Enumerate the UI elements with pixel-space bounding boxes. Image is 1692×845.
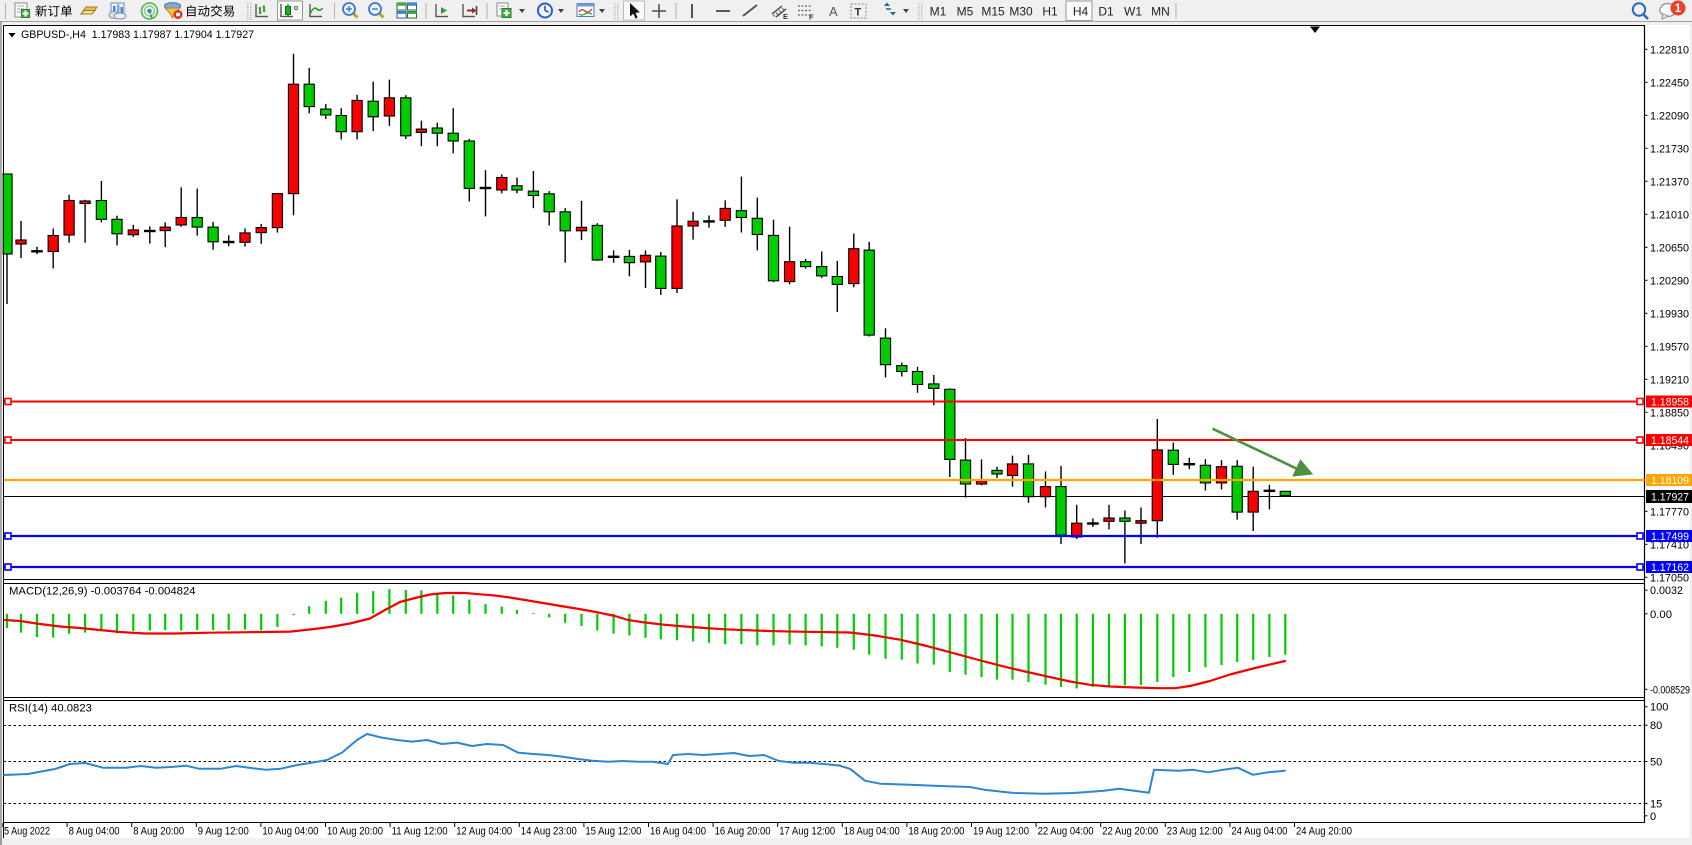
svg-text:1.19210: 1.19210	[1650, 374, 1689, 386]
svg-text:1.19930: 1.19930	[1650, 308, 1689, 320]
svg-text:16 Aug 04:00: 16 Aug 04:00	[650, 826, 706, 838]
svg-text:1.17410: 1.17410	[1650, 539, 1689, 551]
svg-text:M5: M5	[957, 4, 974, 18]
svg-text:F: F	[809, 13, 814, 22]
svg-text:22 Aug 04:00: 22 Aug 04:00	[1038, 826, 1094, 838]
svg-text:T: T	[855, 7, 862, 19]
svg-text:15 Aug 12:00: 15 Aug 12:00	[585, 826, 641, 838]
svg-text:D1: D1	[1098, 4, 1114, 18]
svg-text:14 Aug 23:00: 14 Aug 23:00	[521, 826, 577, 838]
svg-text:1.17162: 1.17162	[1651, 562, 1689, 574]
svg-text:1.18544: 1.18544	[1651, 435, 1689, 447]
svg-text:1.17499: 1.17499	[1651, 531, 1689, 543]
svg-text:12 Aug 04:00: 12 Aug 04:00	[456, 826, 512, 838]
svg-text:1: 1	[1675, 3, 1682, 15]
svg-text:22 Aug 20:00: 22 Aug 20:00	[1102, 826, 1158, 838]
svg-text:MN: MN	[1151, 4, 1170, 18]
svg-text:H1: H1	[1042, 4, 1058, 18]
svg-text:9 Aug 12:00: 9 Aug 12:00	[198, 826, 249, 838]
svg-text:0.00: 0.00	[1650, 609, 1672, 621]
svg-text:24 Aug 04:00: 24 Aug 04:00	[1231, 826, 1287, 838]
svg-text:80: 80	[1650, 720, 1662, 732]
svg-text:11 Aug 12:00: 11 Aug 12:00	[392, 826, 448, 838]
svg-text:1.19570: 1.19570	[1650, 341, 1689, 353]
svg-text:18 Aug 04:00: 18 Aug 04:00	[844, 826, 900, 838]
svg-text:23 Aug 12:00: 23 Aug 12:00	[1167, 826, 1223, 838]
svg-text:16 Aug 20:00: 16 Aug 20:00	[715, 826, 771, 838]
svg-text:1.22450: 1.22450	[1650, 77, 1689, 89]
svg-text:M30: M30	[1009, 4, 1033, 18]
svg-text:19 Aug 12:00: 19 Aug 12:00	[973, 826, 1029, 838]
svg-text:8 Aug 20:00: 8 Aug 20:00	[133, 826, 184, 838]
svg-text:1.21010: 1.21010	[1650, 209, 1689, 221]
svg-text:5 Aug 2022: 5 Aug 2022	[4, 826, 50, 838]
svg-text:1.22090: 1.22090	[1650, 110, 1689, 122]
svg-text:1.17770: 1.17770	[1650, 506, 1689, 518]
svg-text:MACD(12,26,9) -0.003764 -0.004: MACD(12,26,9) -0.003764 -0.004824	[9, 586, 196, 598]
svg-text:1.22810: 1.22810	[1650, 44, 1689, 56]
svg-text:24 Aug 20:00: 24 Aug 20:00	[1296, 826, 1352, 838]
svg-text:H4: H4	[1073, 4, 1089, 18]
svg-text:A: A	[829, 4, 838, 19]
svg-text:17 Aug 12:00: 17 Aug 12:00	[779, 826, 835, 838]
svg-text:-0.008529: -0.008529	[1650, 684, 1690, 696]
svg-text:50: 50	[1650, 757, 1662, 769]
svg-text:RSI(14) 40.0823: RSI(14) 40.0823	[9, 703, 92, 715]
svg-text:M15: M15	[981, 4, 1005, 18]
svg-text:M1: M1	[930, 4, 947, 18]
svg-text:1.18958: 1.18958	[1651, 397, 1689, 409]
svg-text:0.0032: 0.0032	[1650, 585, 1683, 597]
svg-text:1.21370: 1.21370	[1650, 176, 1689, 188]
svg-text:1.18850: 1.18850	[1650, 407, 1689, 419]
svg-text:1.21730: 1.21730	[1650, 143, 1689, 155]
svg-text:1.17050: 1.17050	[1650, 572, 1689, 584]
svg-text:1.18109: 1.18109	[1651, 475, 1689, 487]
svg-text:1.20290: 1.20290	[1650, 275, 1689, 287]
svg-text:E: E	[783, 12, 788, 21]
svg-text:15: 15	[1650, 799, 1662, 811]
svg-text:10 Aug 20:00: 10 Aug 20:00	[327, 826, 383, 838]
svg-text:GBPUSD-,H4 1.17983 1.17987 1.: GBPUSD-,H4 1.17983 1.17987 1.17904 1.179…	[21, 29, 254, 41]
svg-text:1.20650: 1.20650	[1650, 242, 1689, 254]
svg-text:18 Aug 20:00: 18 Aug 20:00	[908, 826, 964, 838]
svg-text:8 Aug 04:00: 8 Aug 04:00	[69, 826, 120, 838]
svg-text:0: 0	[1650, 811, 1656, 823]
svg-text:1.17927: 1.17927	[1651, 492, 1689, 504]
svg-text:100: 100	[1650, 702, 1668, 714]
svg-text:10 Aug 04:00: 10 Aug 04:00	[262, 826, 318, 838]
svg-text:W1: W1	[1124, 4, 1142, 18]
